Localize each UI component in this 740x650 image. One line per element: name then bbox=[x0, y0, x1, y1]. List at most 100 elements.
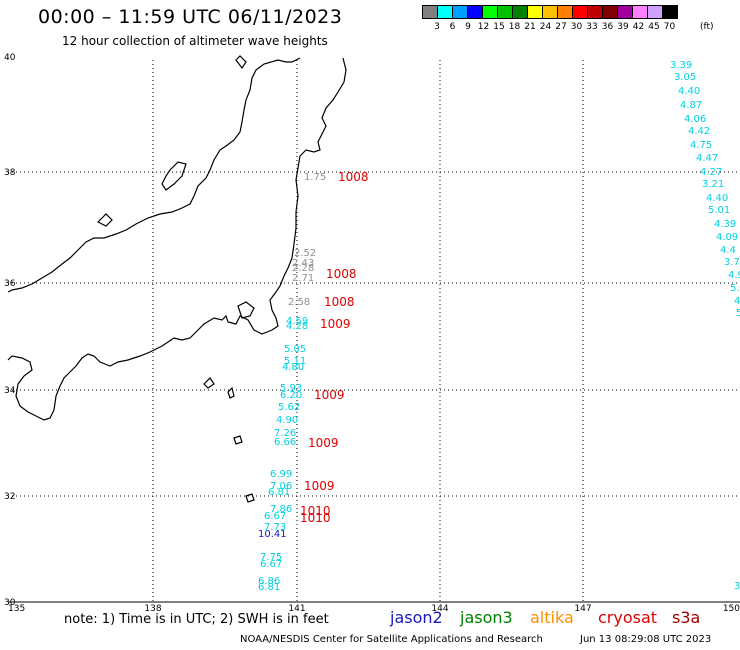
scale-label: 21 bbox=[524, 22, 536, 32]
coastline bbox=[7, 55, 347, 503]
wave-height-label: 3.05 bbox=[674, 72, 696, 83]
wave-height-label: 5.4 bbox=[730, 283, 740, 294]
wave-height-label: 6.81 bbox=[268, 487, 290, 498]
pressure-label: 1010 bbox=[300, 511, 331, 525]
wave-height-label: 5.05 bbox=[284, 344, 306, 355]
wave-height-label: 6.86 bbox=[258, 576, 280, 587]
scale-label: 12 bbox=[477, 22, 490, 32]
wave-height-label: 4.47 bbox=[696, 153, 718, 164]
pressure-label: 1009 bbox=[308, 436, 339, 450]
wave-height-label: 5.93 bbox=[280, 383, 302, 394]
pressure-label: 1009 bbox=[314, 388, 345, 402]
latitude-label: 36 bbox=[4, 279, 16, 289]
pressure-label: 1008 bbox=[326, 267, 357, 281]
map-subtitle: 12 hour collection of altimeter wave hei… bbox=[62, 34, 328, 48]
legend-jason2: jason2 bbox=[390, 608, 443, 627]
scale-label: 15 bbox=[493, 22, 505, 32]
longitude-label: 144 bbox=[431, 604, 448, 614]
wave-height-label: 7.86 bbox=[270, 504, 292, 515]
legend-s3a: s3a bbox=[672, 608, 701, 627]
scale-label: 27 bbox=[555, 22, 567, 32]
footer-credit: NOAA/NESDIS Center for Satellite Applica… bbox=[240, 634, 543, 645]
wave-height-label: 4.06 bbox=[684, 114, 706, 125]
wave-height-label: 2.43 bbox=[292, 258, 314, 269]
wave-height-label: 5.62 bbox=[278, 402, 300, 413]
wave-height-label: 3.7 bbox=[724, 257, 740, 268]
latitude-label: 32 bbox=[4, 492, 15, 502]
pressure-label: 1009 bbox=[320, 317, 351, 331]
wave-height-label: 3.39 bbox=[670, 60, 692, 71]
wave-height-label: 5.01 bbox=[708, 205, 730, 216]
latitude-label: 38 bbox=[4, 168, 16, 178]
footer-timestamp: Jun 13 08:29:08 UTC 2023 bbox=[580, 634, 712, 645]
wave-height-label: 6.20 bbox=[280, 390, 302, 401]
wave-height-label: 4.59 bbox=[286, 316, 308, 327]
longitude-label: 141 bbox=[288, 604, 305, 614]
wave-height-label: 4.42 bbox=[688, 126, 710, 137]
pressure-label: 1008 bbox=[324, 295, 355, 309]
wave-height-label: 6.66 bbox=[274, 437, 296, 448]
units-note: note: 1) Time is in UTC; 2) SWH is in fe… bbox=[64, 612, 329, 627]
wave-height-label: 4.9 bbox=[728, 270, 740, 281]
scale-label: 45 bbox=[648, 22, 660, 32]
scale-label: 24 bbox=[539, 22, 552, 32]
wave-height-label: 2.52 bbox=[294, 248, 316, 259]
map-title: 00:00 – 11:59 UTC 06/11/2023 bbox=[38, 6, 343, 28]
legend-altika: altika bbox=[530, 608, 574, 627]
pressure-label: 1009 bbox=[304, 479, 335, 493]
longitude-label: 138 bbox=[144, 604, 161, 614]
wave-height-label: 4.87 bbox=[680, 100, 702, 111]
wave-height-label: 10.41 bbox=[258, 529, 287, 540]
wave-height-label: 5.11 bbox=[284, 356, 306, 367]
scale-label: 9 bbox=[465, 22, 471, 32]
pressure-label: 1008 bbox=[338, 170, 369, 184]
wave-height-label: 4.27 bbox=[700, 167, 722, 178]
scale-swatch bbox=[662, 5, 678, 19]
scale-label: 36 bbox=[601, 22, 614, 32]
wave-height-label: 6.67 bbox=[260, 559, 282, 570]
wave-height-label: 4.40 bbox=[678, 86, 700, 97]
wave-height-label: 6.81 bbox=[258, 582, 280, 593]
wave-height-label: 2.71 bbox=[292, 273, 314, 284]
wave-height-label: 3 bbox=[734, 581, 740, 592]
wave-height-label: 4.40 bbox=[706, 193, 728, 204]
wave-height-label: 2.58 bbox=[288, 297, 310, 308]
wave-height-label: 4.75 bbox=[690, 140, 712, 151]
wave-height-label: 7.26 bbox=[274, 428, 296, 439]
scale-label: 42 bbox=[632, 22, 645, 32]
wave-height-label: 4.28 bbox=[286, 321, 308, 332]
wave-height-label: 3.21 bbox=[702, 179, 724, 190]
longitude-label: 135 bbox=[8, 604, 25, 614]
wave-height-label: 5 bbox=[736, 308, 740, 319]
longitude-label: 147 bbox=[574, 604, 591, 614]
wave-height-label: 4.09 bbox=[716, 232, 738, 243]
scale-label: 39 bbox=[617, 22, 629, 32]
wave-height-label: 7.06 bbox=[270, 481, 292, 492]
wave-height-color-scale bbox=[422, 5, 678, 19]
latitude-label: 40 bbox=[4, 53, 16, 63]
wave-height-label: 6.67 bbox=[264, 511, 286, 522]
latitude-label: 30 bbox=[4, 598, 16, 608]
wave-height-label: 7.73 bbox=[264, 522, 286, 533]
legend-jason3: jason3 bbox=[460, 608, 513, 627]
wave-height-label: 4.90 bbox=[276, 415, 298, 426]
scale-label: 3 bbox=[434, 22, 440, 32]
color-scale-labels: 3 6 9 12 15 18 21 24 27 30 33 36 39 42 45 70 bbox=[422, 22, 740, 34]
scale-label: 70 bbox=[663, 22, 676, 32]
wave-height-label: 2.28 bbox=[292, 263, 314, 274]
scale-label: 18 bbox=[508, 22, 521, 32]
color-scale-unit: (ft) bbox=[700, 22, 714, 32]
wave-height-label: 4 bbox=[734, 296, 740, 307]
scale-label: 30 bbox=[570, 22, 583, 32]
longitude-label: 150 bbox=[723, 604, 740, 614]
pressure-label: 1010 bbox=[300, 504, 331, 518]
latitude-label: 34 bbox=[4, 386, 16, 396]
wave-height-label: 4.39 bbox=[714, 219, 736, 230]
wave-height-label: 4.80 bbox=[282, 362, 304, 373]
wave-height-label: 4.4 bbox=[720, 245, 736, 256]
wave-height-label: 1.75 bbox=[304, 172, 326, 183]
legend-cryosat: cryosat bbox=[598, 608, 658, 627]
scale-label: 33 bbox=[586, 22, 598, 32]
